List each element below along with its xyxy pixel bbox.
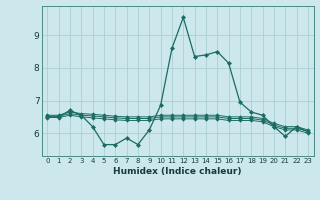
X-axis label: Humidex (Indice chaleur): Humidex (Indice chaleur): [113, 167, 242, 176]
